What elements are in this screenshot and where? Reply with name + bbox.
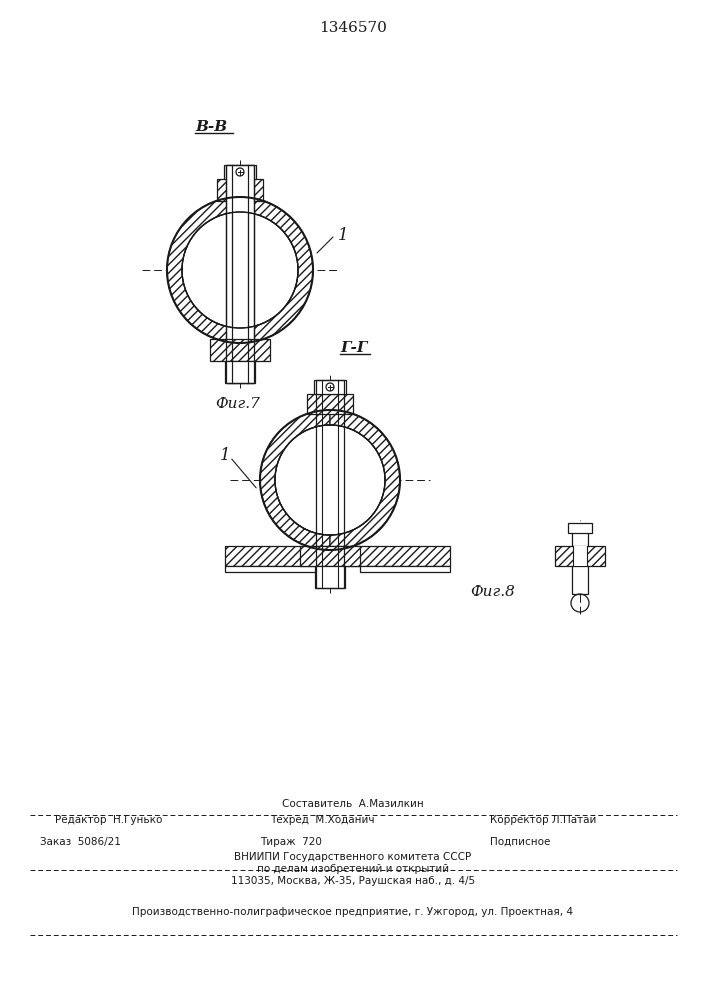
Bar [226,165,254,383]
Bar [225,566,330,572]
Bar [217,179,263,201]
Text: Техред  М.Ходанич: Техред М.Ходанич [270,815,375,825]
Bar [314,380,346,394]
Wedge shape [330,410,400,550]
Text: В-В: В-В [195,120,227,134]
Bar [315,566,345,588]
Text: Подписное: Подписное [490,837,550,847]
Text: Заказ  5086/21: Заказ 5086/21 [40,837,121,847]
Bar [225,546,450,566]
Bar [300,546,360,566]
Bar [224,165,256,179]
Bar [568,523,592,533]
Text: Корректор Л.Патай: Корректор Л.Патай [490,815,597,825]
Bar [316,380,344,588]
Bar [360,566,450,572]
Bar [225,361,255,383]
Text: Редактор  Н.Гунько: Редактор Н.Гунько [55,815,163,825]
Bar [572,528,588,546]
Text: Тираж  720: Тираж 720 [260,837,322,847]
Text: Г-Г: Г-Г [340,341,368,355]
Text: 1: 1 [220,447,230,464]
Text: Составитель  А.Мазилкин: Составитель А.Мазилкин [282,799,424,809]
Bar [307,394,353,414]
Text: по делам изобретений и открытий: по делам изобретений и открытий [257,864,449,874]
Bar [210,339,270,361]
Circle shape [182,212,298,328]
Bar [316,380,344,588]
Wedge shape [167,197,240,343]
Text: ВНИИПИ Государственного комитета СССР: ВНИИПИ Государственного комитета СССР [235,852,472,862]
Circle shape [275,425,385,535]
Text: Фиг.8: Фиг.8 [470,585,515,599]
Text: 1: 1 [338,227,349,244]
Text: Фиг.7: Фиг.7 [215,397,260,411]
Text: Производственно-полиграфическое предприятие, г. Ужгород, ул. Проектная, 4: Производственно-полиграфическое предприя… [132,907,573,917]
Text: 1346570: 1346570 [319,21,387,35]
Bar [226,165,254,383]
Wedge shape [260,410,330,550]
Text: 113035, Москва, Ж-35, Раушская наб., д. 4/5: 113035, Москва, Ж-35, Раушская наб., д. … [231,876,475,886]
Bar [573,546,587,566]
Bar [572,566,588,594]
Wedge shape [240,197,313,343]
Bar [226,165,254,383]
Bar [555,546,605,566]
